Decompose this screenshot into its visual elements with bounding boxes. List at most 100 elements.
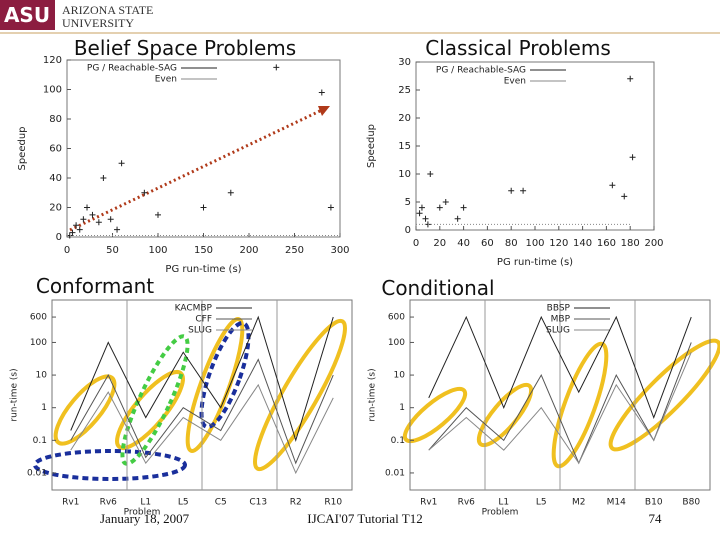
x-tick-label: 60 bbox=[481, 238, 494, 249]
y-tick-label: 100 bbox=[30, 338, 47, 348]
x-tick-label: 200 bbox=[644, 238, 663, 249]
series-line bbox=[70, 315, 334, 443]
highlight bbox=[115, 369, 185, 451]
series-line bbox=[70, 358, 334, 465]
y-tick-label: 100 bbox=[388, 338, 405, 348]
series-line bbox=[428, 315, 692, 419]
y-tick-label: 25 bbox=[398, 85, 411, 96]
point bbox=[89, 211, 96, 218]
y-tick-label: 0.01 bbox=[27, 468, 47, 478]
y-axis-label: run-time (s) bbox=[10, 368, 20, 421]
point bbox=[155, 211, 161, 218]
x-tick-label: B10 bbox=[645, 498, 663, 508]
x-axis-label: Problem bbox=[124, 508, 161, 518]
y-tick-label: 30 bbox=[398, 57, 411, 68]
footer-date: January 18, 2007 bbox=[100, 511, 190, 526]
y-tick-label: 1 bbox=[399, 403, 405, 413]
x-tick-label: 0 bbox=[413, 238, 419, 249]
x-tick-label: L5 bbox=[178, 498, 189, 508]
highlight bbox=[253, 318, 347, 472]
legend-label: PG / Reachable-SAG bbox=[87, 64, 177, 74]
x-tick-label: C5 bbox=[215, 498, 227, 508]
legend-label: SLUG bbox=[188, 326, 212, 336]
y-tick-label: 80 bbox=[49, 114, 62, 125]
point bbox=[84, 204, 91, 211]
y-tick-label: 100 bbox=[43, 85, 62, 96]
y-axis-label: Speedup bbox=[366, 124, 377, 168]
highlight bbox=[120, 334, 190, 466]
point bbox=[520, 187, 527, 194]
point bbox=[442, 199, 449, 205]
series-line bbox=[70, 383, 334, 475]
point bbox=[76, 226, 83, 233]
x-tick-label: 180 bbox=[621, 238, 640, 249]
point bbox=[454, 215, 461, 222]
y-tick-label: 120 bbox=[43, 55, 62, 66]
x-tick-label: 0 bbox=[64, 245, 70, 256]
point bbox=[273, 64, 280, 71]
arrow-head bbox=[318, 106, 330, 116]
y-tick-label: 20 bbox=[398, 113, 411, 124]
y-tick-label: 10 bbox=[398, 169, 411, 180]
chart-title: Conformant bbox=[36, 274, 154, 298]
highlight bbox=[402, 386, 468, 444]
footer-event: IJCAI'07 Tutorial T12 bbox=[307, 511, 423, 526]
logo-block bbox=[0, 0, 55, 30]
x-tick-label: 40 bbox=[457, 238, 470, 249]
x-tick-label: Rv1 bbox=[62, 498, 79, 508]
x-tick-label: M2 bbox=[572, 498, 586, 508]
legend-label: Even bbox=[504, 77, 526, 87]
y-tick-label: 5 bbox=[405, 197, 411, 208]
x-tick-label: M14 bbox=[607, 498, 626, 508]
x-axis-label: PG run-time (s) bbox=[165, 264, 241, 275]
point bbox=[73, 222, 80, 229]
point bbox=[422, 215, 429, 222]
x-tick-label: Rv6 bbox=[458, 498, 476, 508]
x-tick-label: 250 bbox=[285, 245, 304, 256]
y-tick-label: 60 bbox=[49, 144, 62, 155]
point bbox=[95, 219, 102, 226]
point bbox=[621, 193, 628, 200]
legend-label: MBP bbox=[551, 315, 571, 325]
x-tick-label: 50 bbox=[106, 245, 119, 256]
point bbox=[416, 210, 423, 217]
legend-label: SLUG bbox=[546, 326, 570, 336]
point bbox=[508, 187, 515, 194]
y-axis-label: Speedup bbox=[17, 126, 28, 170]
page-number: 74 bbox=[649, 511, 663, 526]
point bbox=[80, 216, 87, 223]
y-tick-label: 1 bbox=[41, 403, 47, 413]
y-tick-label: 0.01 bbox=[385, 468, 405, 478]
y-tick-label: 15 bbox=[398, 141, 411, 152]
y-tick-label: 0 bbox=[56, 232, 62, 243]
point bbox=[418, 204, 425, 211]
x-tick-label: L1 bbox=[498, 498, 509, 508]
point bbox=[436, 204, 443, 211]
y-tick-label: 20 bbox=[49, 203, 62, 214]
x-tick-label: 120 bbox=[549, 238, 568, 249]
y-tick-label: 0.1 bbox=[391, 436, 405, 446]
highlight bbox=[53, 374, 117, 446]
y-tick-label: 0.1 bbox=[33, 436, 47, 446]
point bbox=[627, 75, 634, 82]
point bbox=[227, 189, 234, 196]
x-tick-label: 200 bbox=[239, 245, 258, 256]
highlight bbox=[199, 321, 251, 429]
x-tick-label: 300 bbox=[330, 245, 349, 256]
point bbox=[427, 171, 434, 177]
series-line bbox=[428, 352, 692, 465]
x-tick-label: 80 bbox=[505, 238, 518, 249]
x-tick-label: L5 bbox=[536, 498, 547, 508]
x-axis-label: PG run-time (s) bbox=[497, 257, 573, 268]
point bbox=[318, 89, 325, 96]
legend-label: BBSP bbox=[547, 304, 571, 314]
legend-label: KACMBP bbox=[175, 304, 213, 314]
point bbox=[107, 216, 114, 223]
chart-title: Classical Problems bbox=[425, 36, 611, 60]
x-tick-label: 160 bbox=[597, 238, 616, 249]
point bbox=[100, 175, 107, 181]
y-tick-label: 600 bbox=[30, 313, 47, 323]
highlight bbox=[33, 449, 187, 481]
y-tick-label: 10 bbox=[36, 371, 48, 381]
